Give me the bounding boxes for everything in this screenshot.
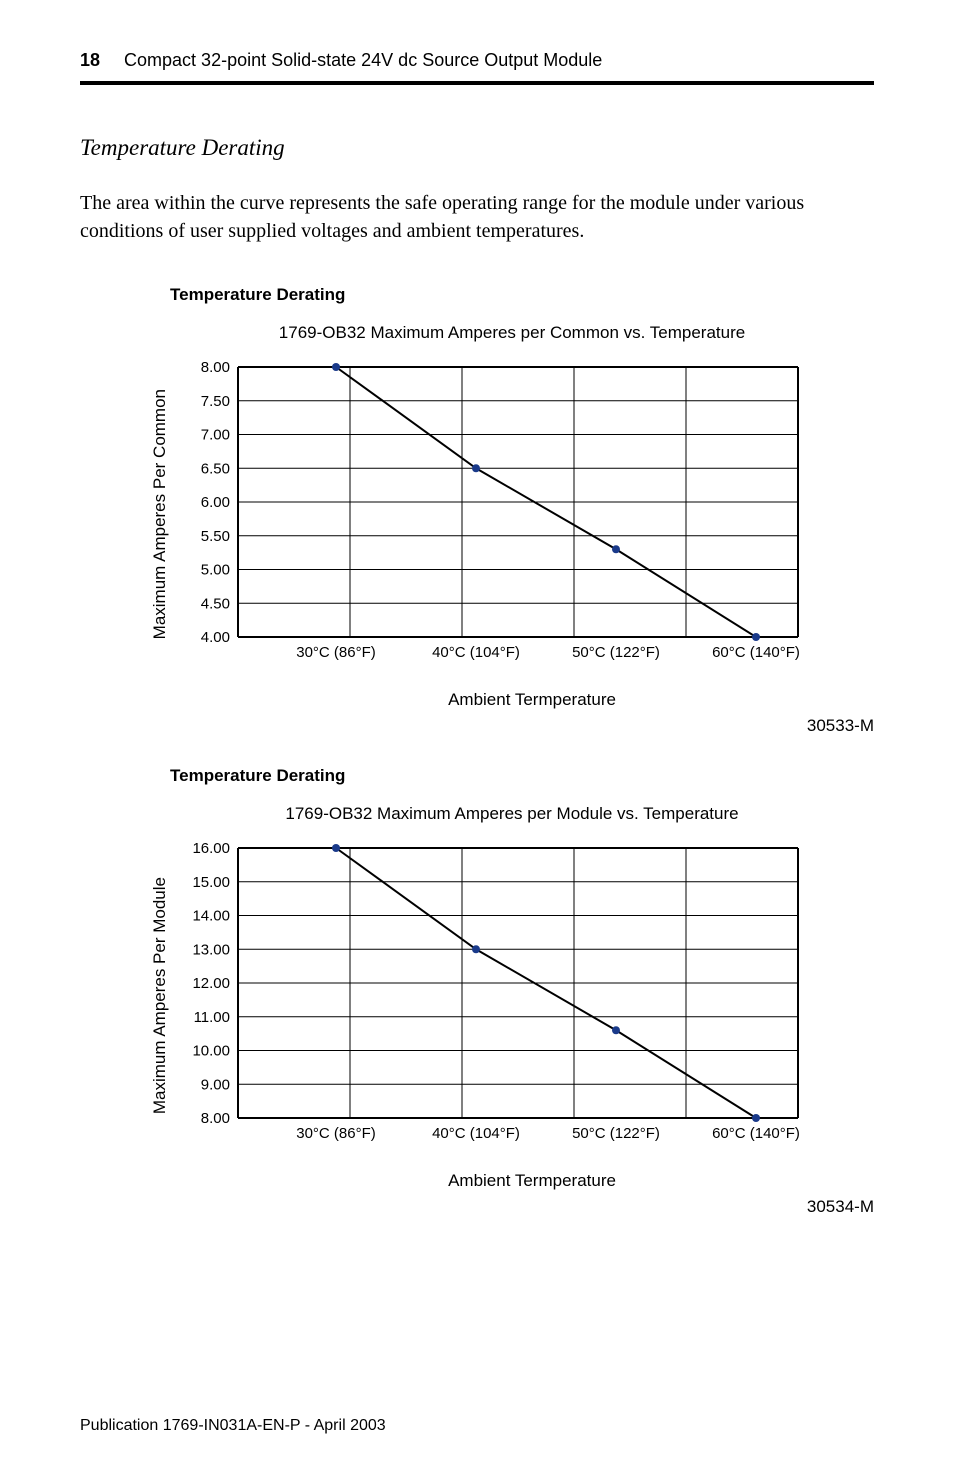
- svg-text:5.50: 5.50: [201, 528, 230, 545]
- svg-text:13.00: 13.00: [192, 941, 230, 958]
- svg-text:50°C (122°F): 50°C (122°F): [572, 644, 660, 661]
- svg-text:6.00: 6.00: [201, 494, 230, 511]
- svg-text:5.00: 5.00: [201, 562, 230, 579]
- chart-2-figure-number: 30534-M: [150, 1197, 874, 1217]
- svg-text:9.00: 9.00: [201, 1076, 230, 1093]
- svg-text:6.50: 6.50: [201, 460, 230, 477]
- chart-2-x-label: Ambient Termperature: [190, 1171, 874, 1191]
- chart-2-title: 1769-OB32 Maximum Amperes per Module vs.…: [150, 804, 874, 824]
- svg-text:30°C (86°F): 30°C (86°F): [296, 644, 376, 661]
- svg-text:8.00: 8.00: [201, 359, 230, 376]
- chart-2-svg-wrap: 8.00 9.00 10.00 11.00 12.00 13.00 14.00 15.00 16…: [178, 838, 808, 1153]
- chart-2-svg: 8.00 9.00 10.00 11.00 12.00 13.00 14.00 15.00 16…: [178, 838, 808, 1148]
- chart-1-heading: Temperature Derating: [170, 285, 874, 305]
- chart-2-y-label: Maximum Amperes Per Module: [150, 877, 170, 1114]
- chart-1-x-label: Ambient Termperature: [190, 690, 874, 710]
- chart-1-title: 1769-OB32 Maximum Amperes per Common vs.…: [150, 323, 874, 343]
- section-heading: Temperature Derating: [80, 135, 874, 161]
- svg-text:4.00: 4.00: [201, 629, 230, 646]
- chart-2-block: Temperature Derating 1769-OB32 Maximum A…: [150, 766, 874, 1217]
- svg-text:10.00: 10.00: [192, 1043, 230, 1060]
- svg-text:40°C (104°F): 40°C (104°F): [432, 644, 520, 661]
- chart-1-figure-number: 30533-M: [150, 716, 874, 736]
- chart-1-svg-wrap: 4.00 4.50 5.00 5.50 6.00 6.50 7.00 7.50 8.00 30°C…: [178, 357, 808, 672]
- svg-text:7.50: 7.50: [201, 393, 230, 410]
- svg-text:7.00: 7.00: [201, 427, 230, 444]
- chart-1-svg: 4.00 4.50 5.00 5.50 6.00 6.50 7.00 7.50 8.00 30°C…: [178, 357, 808, 667]
- chart-1-block: Temperature Derating 1769-OB32 Maximum A…: [150, 285, 874, 736]
- svg-text:4.50: 4.50: [201, 595, 230, 612]
- chart-1-y-label: Maximum Amperes Per Common: [150, 389, 170, 639]
- svg-text:12.00: 12.00: [192, 975, 230, 992]
- page-footer: Publication 1769-IN031A-EN-P - April 200…: [80, 1417, 386, 1435]
- svg-text:60°C (140°F): 60°C (140°F): [712, 644, 800, 661]
- page-number: 18: [80, 50, 100, 71]
- svg-text:30°C (86°F): 30°C (86°F): [296, 1125, 376, 1142]
- svg-text:15.00: 15.00: [192, 874, 230, 891]
- svg-text:16.00: 16.00: [192, 840, 230, 857]
- svg-text:60°C (140°F): 60°C (140°F): [712, 1125, 800, 1142]
- svg-text:14.00: 14.00: [192, 908, 230, 925]
- svg-text:11.00: 11.00: [194, 1009, 230, 1026]
- svg-text:50°C (122°F): 50°C (122°F): [572, 1125, 660, 1142]
- body-paragraph: The area within the curve represents the…: [80, 189, 874, 245]
- svg-text:40°C (104°F): 40°C (104°F): [432, 1125, 520, 1142]
- chart-2-heading: Temperature Derating: [170, 766, 874, 786]
- header-title: Compact 32-point Solid-state 24V dc Sour…: [124, 50, 602, 71]
- page-header: 18 Compact 32-point Solid-state 24V dc S…: [80, 50, 874, 85]
- svg-text:8.00: 8.00: [201, 1110, 230, 1127]
